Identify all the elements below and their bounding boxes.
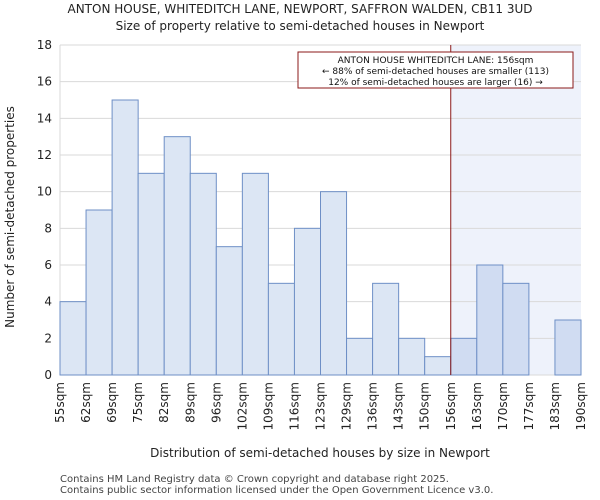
x-tick-label: 163sqm (470, 382, 484, 430)
bar-123sqm (320, 191, 348, 376)
x-tick-label: 190sqm (574, 382, 588, 430)
y-tick-label: 18 (37, 38, 52, 52)
x-tick-labels: 55sqm 62sqm 69sqm 75sqm 82sqm 89sqm 96sqm 102sq… (53, 382, 588, 430)
y-tick-label: 16 (37, 75, 52, 89)
bar-129sqm (346, 337, 374, 376)
footer-line-2: Contains public sector information licen… (60, 485, 494, 496)
bar-96sqm (215, 246, 243, 376)
y-tick-label: 0 (44, 368, 52, 382)
x-axis-label: Distribution of semi-detached houses by … (150, 446, 490, 460)
bar-89sqm (189, 172, 217, 376)
bar-82sqm (163, 136, 191, 376)
bar-156sqm (450, 337, 478, 376)
annotation-line-2: ← 88% of semi-detached houses are smalle… (322, 67, 549, 77)
y-tick-label: 14 (37, 111, 52, 125)
x-tick-label: 109sqm (261, 382, 275, 430)
x-tick-label: 82sqm (157, 382, 171, 423)
x-tick-label: 102sqm (235, 382, 249, 430)
annotation-line-3: 12% of semi-detached houses are larger (… (328, 78, 543, 88)
x-tick-label: 89sqm (183, 382, 197, 423)
bar-150sqm (424, 356, 452, 376)
y-tick-label: 12 (37, 148, 52, 162)
x-tick-label: 183sqm (548, 382, 562, 430)
y-tick-labels: 0 2 4 6 8 10 12 14 16 18 (37, 38, 52, 382)
annotation-frame (297, 51, 574, 89)
bar-55sqm (59, 301, 87, 376)
y-tick-label: 6 (44, 258, 52, 272)
bar-163sqm (476, 264, 504, 376)
bar-109sqm (267, 282, 295, 376)
bar-102sqm (241, 172, 269, 376)
x-tick-label: 75sqm (131, 382, 145, 423)
annotation-line-1: ANTON HOUSE WHITEDITCH LANE: 156sqm (338, 56, 534, 66)
y-tick-label: 2 (44, 331, 52, 345)
x-tick-label: 123sqm (314, 382, 328, 430)
bars (59, 99, 582, 376)
chart-subtitle: Size of property relative to semi-detach… (115, 19, 485, 33)
chart-title: ANTON HOUSE, WHITEDITCH LANE, NEWPORT, S… (67, 2, 533, 16)
bar-116sqm (293, 227, 322, 376)
bar-75sqm (137, 172, 165, 376)
bar-183sqm (554, 319, 582, 376)
y-tick-label: 10 (37, 185, 52, 199)
x-tick-label: 129sqm (340, 382, 354, 430)
x-tick-label: 136sqm (366, 382, 380, 430)
x-tick-label: 62sqm (79, 382, 93, 423)
bar-136sqm (372, 282, 400, 376)
bar-69sqm (111, 99, 139, 376)
footer-line-1: Contains HM Land Registry data © Crown c… (60, 474, 449, 485)
annotation-box: ANTON HOUSE WHITEDITCH LANE: 156sqm ← 88… (297, 51, 574, 89)
x-tick-label: 69sqm (105, 382, 119, 423)
y-tick-label: 4 (44, 295, 52, 309)
x-tick-label: 170sqm (496, 382, 510, 430)
bar-62sqm (85, 209, 113, 376)
x-tick-label: 177sqm (522, 382, 536, 430)
x-tick-label: 156sqm (444, 382, 458, 430)
bar-143sqm (398, 337, 426, 376)
x-tick-label: 116sqm (287, 382, 301, 430)
x-tick-label: 55sqm (53, 382, 67, 423)
bar-170sqm (502, 282, 530, 376)
x-tick-label: 96sqm (209, 382, 223, 423)
y-axis-label: Number of semi-detached properties (3, 106, 17, 328)
x-tick-label: 150sqm (418, 382, 432, 430)
y-tick-label: 8 (44, 221, 52, 235)
x-tick-label: 143sqm (392, 382, 406, 430)
